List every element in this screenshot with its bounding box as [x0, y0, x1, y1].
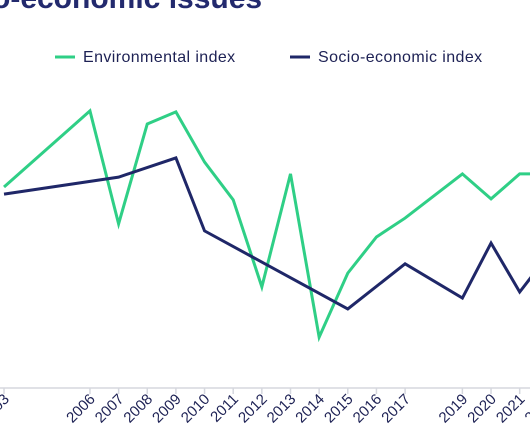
x-tick-label: 2022: [522, 391, 530, 427]
x-tick-label: 2009: [149, 391, 185, 427]
legend-label: Environmental index: [83, 49, 236, 66]
x-tick-label: 2021: [493, 391, 529, 427]
x-tick-label: 2017: [378, 391, 414, 427]
line-series: [3, 156, 530, 311]
x-tick-label: 2015: [321, 391, 357, 427]
legend-label: Socio-economic index: [318, 49, 483, 66]
x-tick-label: 2013: [264, 391, 300, 427]
x-tick-label: 2003: [0, 391, 13, 427]
x-tick-label: 2006: [63, 391, 99, 427]
x-tick-label: 2008: [120, 391, 156, 427]
x-tick-label: 2019: [436, 391, 472, 427]
x-tick-label: 2010: [178, 391, 214, 427]
x-tick-label: 2016: [350, 391, 386, 427]
x-tick-label: 2011: [207, 391, 242, 426]
chart-title: o-economic issues: [0, 0, 262, 15]
x-tick-label: 2014: [292, 391, 328, 427]
line-series: [3, 108, 530, 343]
x-tick-label: 2020: [464, 391, 500, 427]
x-tick-label: 2012: [235, 391, 271, 427]
x-tick-label: 2007: [92, 391, 128, 427]
